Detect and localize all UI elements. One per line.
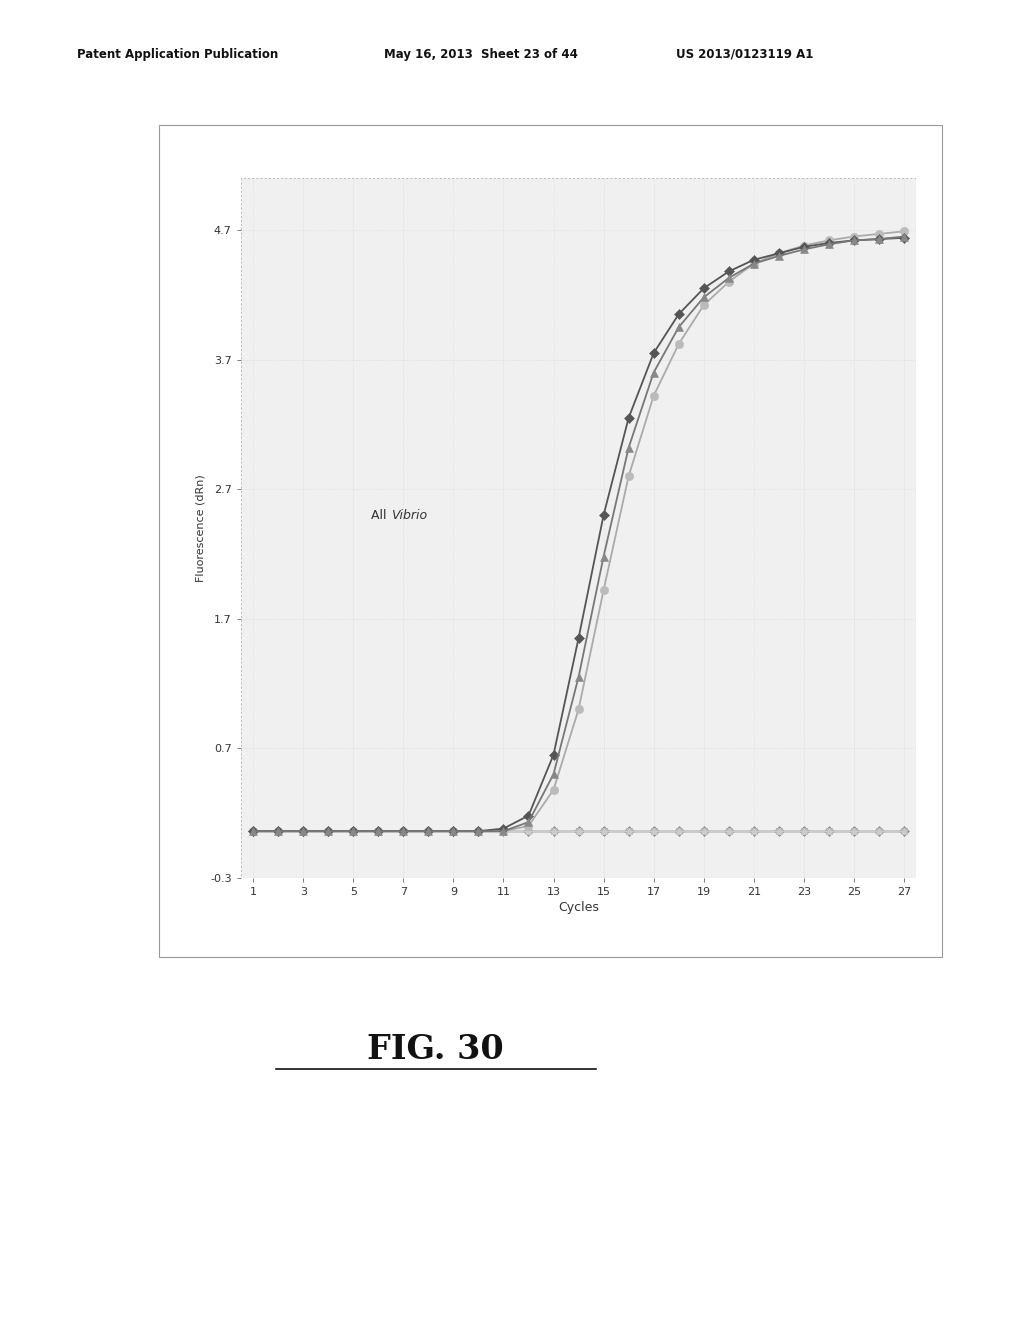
Text: US 2013/0123119 A1: US 2013/0123119 A1 xyxy=(676,48,813,61)
Text: Patent Application Publication: Patent Application Publication xyxy=(77,48,279,61)
Text: Vibrio: Vibrio xyxy=(391,508,427,521)
Text: All: All xyxy=(372,508,391,521)
Y-axis label: Fluorescence (dRn): Fluorescence (dRn) xyxy=(196,474,206,582)
Text: FIG. 30: FIG. 30 xyxy=(367,1032,504,1067)
Bar xyxy=(241,178,916,878)
X-axis label: Cycles: Cycles xyxy=(558,902,599,913)
Text: May 16, 2013  Sheet 23 of 44: May 16, 2013 Sheet 23 of 44 xyxy=(384,48,578,61)
